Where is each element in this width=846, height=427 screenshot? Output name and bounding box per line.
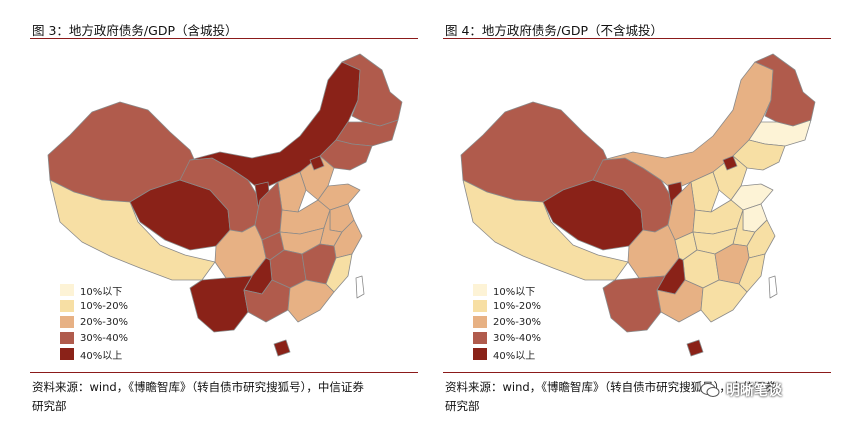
legend-item: 30%-40% xyxy=(473,330,541,346)
wechat-icon xyxy=(700,383,720,397)
region-liaoning xyxy=(319,139,373,171)
region-beijing xyxy=(722,155,738,171)
legend-label: 10%-20% xyxy=(80,300,129,312)
legend-swatch xyxy=(60,300,74,312)
source-line: 资料来源：wind，《博瞻智库》（转自债市研究搜狐号），中信证券 xyxy=(32,380,364,394)
legend-item: 30%-40% xyxy=(60,330,128,346)
legend-swatch xyxy=(473,316,487,328)
figure-4: 图 4：地方政府债务/GDP（不含城投） xyxy=(443,0,843,427)
legend-item: 40%以上 xyxy=(473,346,541,362)
region-beijing xyxy=(309,155,325,171)
watermark: 明晰笔谈 xyxy=(700,380,782,400)
region-hainan xyxy=(273,339,291,357)
region-guangdong xyxy=(700,279,748,323)
figure-3: 图 3：地方政府债务/GDP（含城投） xyxy=(30,0,430,427)
title-rule xyxy=(30,38,418,39)
legend-label: 10%-20% xyxy=(493,300,542,312)
region-liaoning xyxy=(732,139,786,171)
watermark-text: 明晰笔谈 xyxy=(726,383,782,399)
legend-label: 10%以下 xyxy=(493,286,536,298)
region-yunnan xyxy=(189,275,253,333)
source-rule xyxy=(443,372,831,373)
legend-swatch xyxy=(60,316,74,328)
legend-item: 10%以下 xyxy=(473,282,541,298)
legend-swatch xyxy=(473,300,487,312)
legend-label: 10%以下 xyxy=(80,286,123,298)
legend-item: 20%-30% xyxy=(473,314,541,330)
region-yunnan xyxy=(602,275,666,333)
map-legend: 10%以下 10%-20% 20%-30% 30%-40% 40%以上 xyxy=(60,282,128,362)
china-map-without-lgfv xyxy=(460,53,816,357)
region-fujian xyxy=(325,253,353,293)
region-guangxi xyxy=(656,279,704,323)
source-line: 资料来源：wind，《博瞻智库》（转自债市研究搜狐号），中信证券 xyxy=(445,380,777,394)
legend-label: 20%-30% xyxy=(80,316,129,328)
legend-item: 10%-20% xyxy=(60,298,128,314)
legend-item: 40%以上 xyxy=(60,346,128,362)
legend-swatch xyxy=(473,284,487,296)
region-hainan xyxy=(686,339,704,357)
region-taiwan xyxy=(355,275,365,299)
figure-title: 图 3：地方政府债务/GDP（含城投） xyxy=(32,23,238,38)
legend-label: 40%以上 xyxy=(493,350,536,362)
source-note: 资料来源：wind，《博瞻智库》（转自债市研究搜狐号），中信证券 研究部 xyxy=(445,378,835,416)
source-line: 研究部 xyxy=(32,399,67,413)
source-line: 研究部 xyxy=(445,399,480,413)
region-taiwan xyxy=(768,275,778,299)
source-note: 资料来源：wind，《博瞻智库》（转自债市研究搜狐号），中信证券 研究部 xyxy=(32,378,422,416)
legend-label: 30%-40% xyxy=(493,332,542,344)
legend-swatch xyxy=(60,284,74,296)
figure-title: 图 4：地方政府债务/GDP（不含城投） xyxy=(445,23,663,38)
legend-swatch xyxy=(473,348,487,360)
legend-label: 40%以上 xyxy=(80,350,123,362)
region-fujian xyxy=(738,253,766,293)
legend-swatch xyxy=(60,348,74,360)
legend-label: 20%-30% xyxy=(493,316,542,328)
legend-item: 10%以下 xyxy=(60,282,128,298)
title-rule xyxy=(443,38,831,39)
legend-label: 30%-40% xyxy=(80,332,129,344)
region-guangxi xyxy=(243,279,291,323)
source-rule xyxy=(30,372,418,373)
region-guangdong xyxy=(287,279,335,323)
legend-item: 10%-20% xyxy=(473,298,541,314)
legend-item: 20%-30% xyxy=(60,314,128,330)
china-map-with-lgfv xyxy=(47,53,403,357)
legend-swatch xyxy=(60,332,74,344)
map-legend: 10%以下 10%-20% 20%-30% 30%-40% 40%以上 xyxy=(473,282,541,362)
legend-swatch xyxy=(473,332,487,344)
